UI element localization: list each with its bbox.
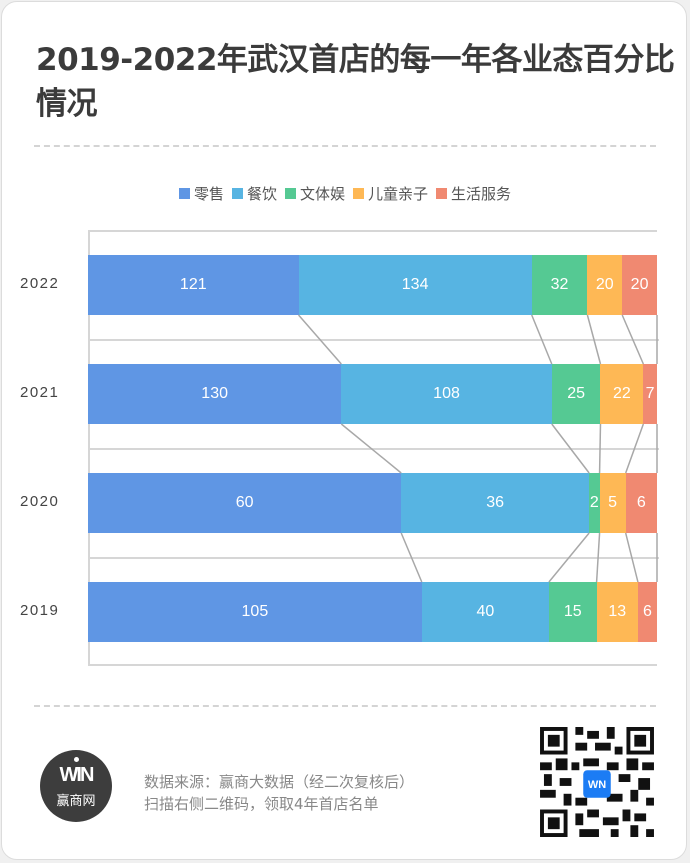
source-line-2: 扫描右侧二维码，领取4年首店名单 bbox=[144, 795, 379, 813]
bar-segment[interactable]: 121 bbox=[88, 255, 299, 315]
y-axis-label: 2021 bbox=[20, 384, 60, 401]
legend-label: 餐饮 bbox=[246, 185, 277, 203]
legend-item[interactable]: 儿童亲子 bbox=[353, 183, 428, 204]
chart-title: 2019-2022年武汉首店的每一年各业态百分比情况 bbox=[36, 42, 675, 122]
legend-label: 零售 bbox=[193, 185, 224, 203]
bar-segment[interactable]: 20 bbox=[587, 255, 623, 315]
legend-item[interactable]: 零售 bbox=[178, 183, 224, 204]
bar-segment[interactable]: 25 bbox=[551, 364, 601, 424]
logo-win-text: WIN bbox=[59, 764, 95, 786]
legend-swatch-icon bbox=[353, 188, 364, 199]
legend: 零售 餐饮 文体娱 儿童亲子 生活服务 bbox=[0, 183, 690, 204]
logo-cn-text: 赢商网 bbox=[56, 794, 96, 809]
bar-segment[interactable]: 7 bbox=[643, 364, 657, 424]
legend-label: 生活服务 bbox=[451, 185, 512, 203]
bar-segment[interactable]: 22 bbox=[600, 364, 644, 424]
legend-label: 文体娱 bbox=[299, 185, 345, 203]
bar-segment[interactable]: 5 bbox=[599, 473, 626, 533]
gridline bbox=[90, 448, 659, 450]
legend-swatch-icon bbox=[284, 188, 296, 199]
bar-segment[interactable]: 105 bbox=[88, 582, 422, 642]
logo-dot-icon bbox=[73, 757, 79, 762]
bar-segment[interactable]: 108 bbox=[341, 364, 552, 424]
bar-segment[interactable]: 15 bbox=[548, 582, 597, 642]
legend-swatch-icon bbox=[231, 188, 243, 199]
bar-segment[interactable]: 60 bbox=[88, 473, 402, 533]
bar-segment[interactable]: 134 bbox=[298, 255, 532, 315]
bar-segment[interactable]: 40 bbox=[421, 582, 549, 642]
bar-segment[interactable]: 13 bbox=[596, 582, 638, 642]
bar-segment[interactable]: 20 bbox=[622, 255, 657, 315]
y-axis-label: 2019 bbox=[20, 602, 60, 619]
divider-bottom bbox=[34, 705, 656, 707]
qr-code-icon: WN bbox=[540, 727, 654, 837]
y-axis-label: 2022 bbox=[20, 275, 60, 292]
bar-segment[interactable]: 2 bbox=[589, 473, 600, 533]
divider-top bbox=[34, 145, 656, 147]
legend-label: 儿童亲子 bbox=[368, 185, 429, 203]
bar-segment[interactable]: 32 bbox=[531, 255, 588, 315]
svg-text:WN: WN bbox=[588, 779, 606, 791]
bar-segment[interactable]: 6 bbox=[637, 582, 657, 642]
bar-row-2019: 105 40 15 13 6 bbox=[88, 582, 657, 642]
legend-item[interactable]: 生活服务 bbox=[436, 183, 511, 204]
gridline bbox=[90, 339, 659, 341]
legend-item[interactable]: 文体娱 bbox=[284, 183, 345, 204]
legend-item[interactable]: 餐饮 bbox=[231, 183, 277, 204]
winshang-logo: WIN 赢商网 bbox=[40, 750, 112, 822]
legend-swatch-icon bbox=[436, 188, 448, 199]
legend-swatch-icon bbox=[178, 188, 190, 199]
source-line-1: 数据来源：赢商大数据（经二次复核后） bbox=[144, 773, 415, 791]
bar-segment[interactable]: 130 bbox=[88, 364, 342, 424]
bar-segment[interactable]: 36 bbox=[401, 473, 590, 533]
bar-row-2021: 130 108 25 22 7 bbox=[88, 364, 657, 424]
source-note: 数据来源：赢商大数据（经二次复核后） 扫描右侧二维码，领取4年首店名单 bbox=[144, 771, 414, 815]
y-axis-label: 2020 bbox=[20, 493, 60, 510]
gridline bbox=[90, 557, 659, 559]
bar-row-2020: 60 36 2 5 6 bbox=[88, 473, 657, 533]
bar-segment[interactable]: 6 bbox=[625, 473, 657, 533]
bar-row-2022: 121 134 32 20 20 bbox=[88, 255, 657, 315]
